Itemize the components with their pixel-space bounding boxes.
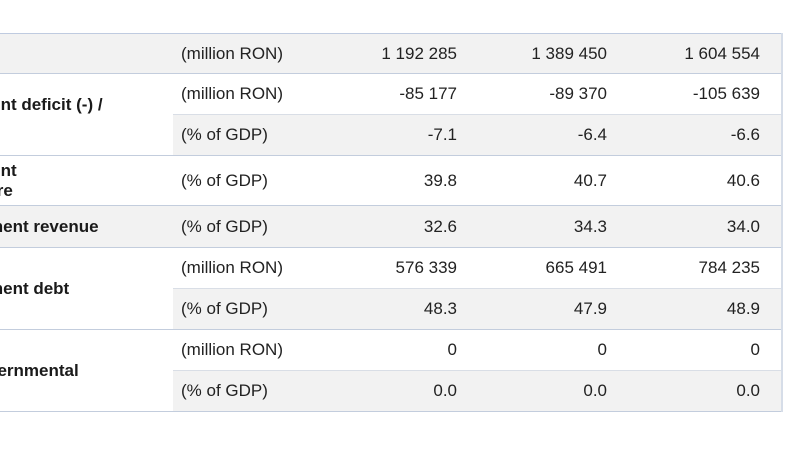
value-cell: -6.4 (467, 115, 617, 156)
value-cell: 40.7 (467, 156, 617, 206)
table-right-border (781, 33, 783, 412)
value-cell: 0 (310, 330, 467, 371)
unit-cell: (million RON) (173, 248, 310, 289)
row-heading-text: iture (0, 180, 13, 200)
value-cell: -89 370 (467, 74, 617, 115)
row-heading-text: ment deficit (-) / (0, 94, 103, 114)
value-cell: 784 235 (617, 248, 781, 289)
value-cell: 1 389 450 (467, 34, 617, 74)
row-heading-text: (+) (0, 115, 103, 135)
value-cell: 40.6 (617, 156, 781, 206)
row-heading-text: vernmental (0, 360, 79, 380)
value-cell: 47.9 (467, 289, 617, 330)
value-cell: -85 177 (310, 74, 467, 115)
row-heading-text: ment debt (0, 278, 70, 298)
row-heading-revenue: ment revenue (0, 206, 173, 248)
unit-cell: (million RON) (173, 74, 310, 115)
row-heading-intergovernmental: vernmental (0, 330, 173, 412)
value-cell: 39.8 (310, 156, 467, 206)
value-cell: -6.6 (617, 115, 781, 156)
row-heading-text: ment revenue (0, 216, 99, 236)
unit-cell: (million RON) (173, 34, 310, 74)
value-cell: 0 (617, 330, 781, 371)
value-cell: 48.3 (310, 289, 467, 330)
unit-cell: (% of GDP) (173, 115, 310, 156)
value-cell: 48.9 (617, 289, 781, 330)
unit-cell: (% of GDP) (173, 289, 310, 330)
value-cell: 34.0 (617, 206, 781, 248)
value-cell: 1 604 554 (617, 34, 781, 74)
unit-cell: (% of GDP) (173, 371, 310, 412)
unit-cell: (million RON) (173, 330, 310, 371)
row-heading-debt: ment debt (0, 248, 173, 330)
row-heading-gdp: p (0, 34, 173, 74)
row-heading-deficit: ment deficit (-) / (+) (0, 74, 173, 156)
value-cell: 34.3 (467, 206, 617, 248)
value-cell: 0.0 (617, 371, 781, 412)
row-heading-expenditure: ment iture (0, 156, 173, 206)
value-cell: -105 639 (617, 74, 781, 115)
value-cell: 665 491 (467, 248, 617, 289)
value-cell: 0 (467, 330, 617, 371)
value-cell: 1 192 285 (310, 34, 467, 74)
unit-cell: (% of GDP) (173, 206, 310, 248)
value-cell: 0.0 (467, 371, 617, 412)
value-cell: 32.6 (310, 206, 467, 248)
row-heading-text: ment (0, 160, 17, 180)
table-top-border (0, 33, 782, 34)
value-cell: 0.0 (310, 371, 467, 412)
page-margin (783, 0, 800, 450)
value-cell: 576 339 (310, 248, 467, 289)
unit-cell: (% of GDP) (173, 156, 310, 206)
value-cell: -7.1 (310, 115, 467, 156)
